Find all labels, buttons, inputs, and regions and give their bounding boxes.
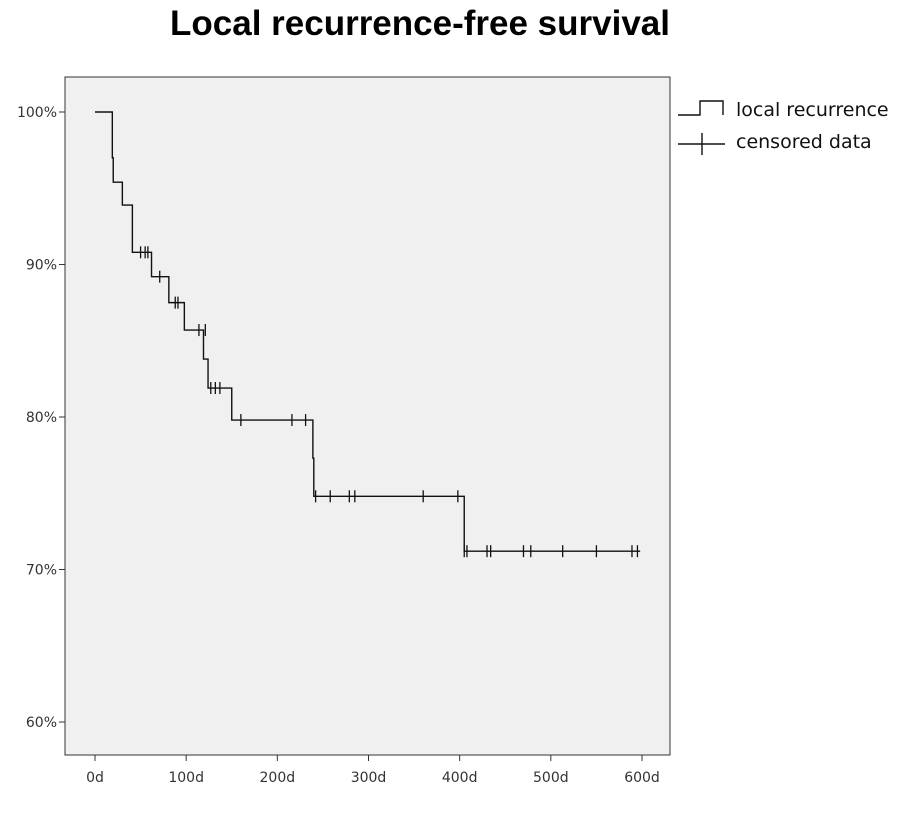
axes: 0d 100d 200d 300d 400d 500d 600d 60% 70% 80% 90% 10… <box>17 105 660 786</box>
censor-marks <box>139 246 639 558</box>
x-tick-label: 100d <box>168 770 204 786</box>
x-tick-label: 600d <box>624 770 660 786</box>
y-tick-label: 100% <box>17 105 57 121</box>
x-tick-label: 300d <box>351 770 387 786</box>
legend: local recurrence censored data <box>678 99 889 155</box>
y-tick-label: 80% <box>26 410 57 426</box>
x-tick-label: 500d <box>533 770 569 786</box>
y-tick-label: 70% <box>26 563 57 579</box>
survival-curve <box>95 111 641 552</box>
plot-area <box>64 76 671 756</box>
legend-label-censored-data: censored data <box>736 131 872 153</box>
y-tick-label: 60% <box>26 715 57 731</box>
x-tick-label: 200d <box>260 770 296 786</box>
legend-step-symbol <box>678 100 724 116</box>
legend-label-local-recurrence: local recurrence <box>736 99 889 121</box>
y-tick-label: 90% <box>26 258 57 274</box>
x-tick-label: 0d <box>86 770 104 786</box>
chart-title: Local recurrence-free survival <box>170 4 670 43</box>
x-tick-label: 400d <box>442 770 478 786</box>
survival-step-line <box>95 111 641 552</box>
